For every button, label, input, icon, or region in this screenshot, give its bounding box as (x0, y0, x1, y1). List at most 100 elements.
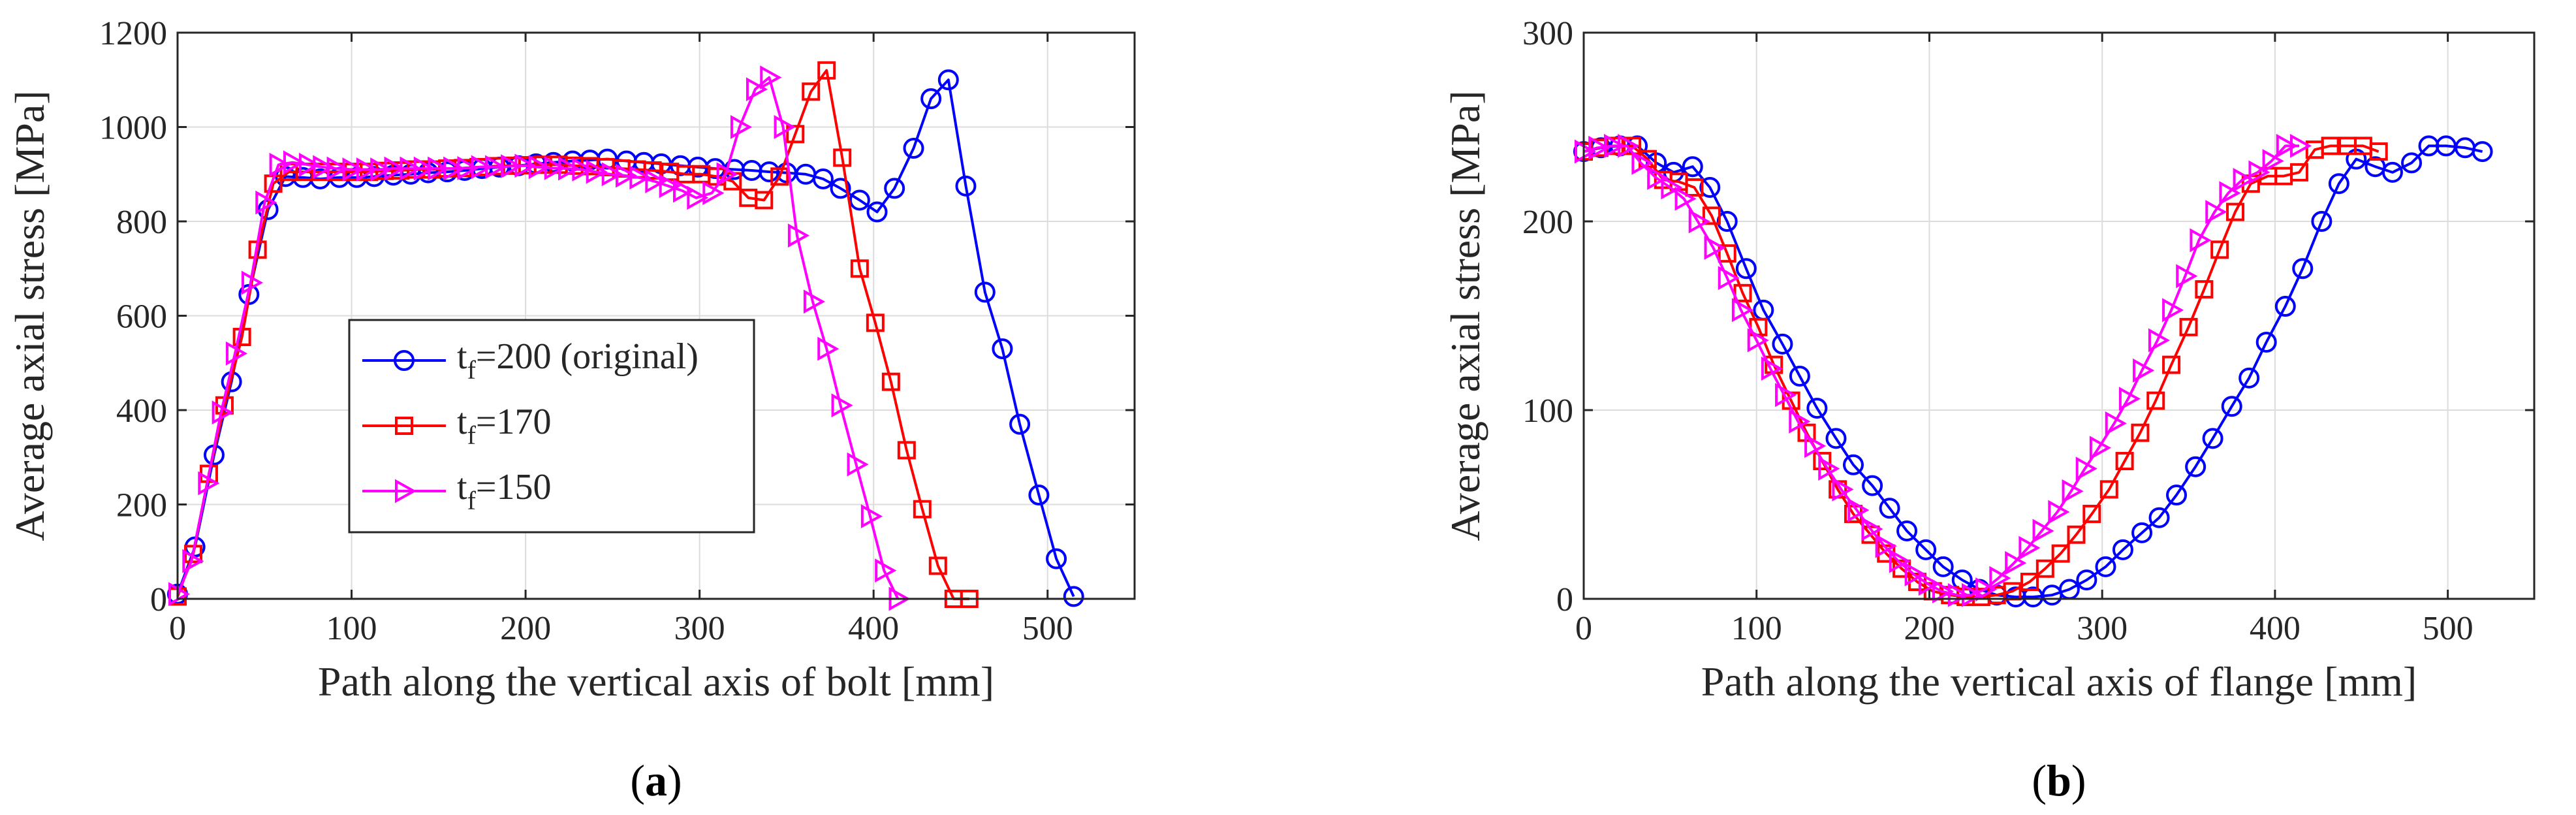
data-point (803, 289, 826, 314)
data-point (558, 156, 580, 181)
data-point (2472, 141, 2493, 163)
data-point (2076, 569, 2097, 591)
data-point (1702, 206, 1721, 225)
data-point (182, 549, 204, 573)
data-point (298, 152, 321, 177)
data-point (2095, 556, 2116, 577)
data-point (443, 156, 465, 181)
data-point (1704, 236, 1726, 260)
data-point (1789, 409, 1811, 434)
x-tick-label: 100 (1731, 610, 1782, 647)
data-point (2146, 391, 2165, 410)
data-point (1915, 539, 1937, 560)
legend: tf=200 (original) tf=170 tf=150 (348, 319, 755, 534)
data-point (774, 115, 796, 139)
data-point (1947, 583, 1970, 607)
data-point (847, 452, 869, 477)
data-point (1818, 456, 1840, 481)
x-tick-label: 200 (1904, 610, 1955, 647)
data-point (2032, 519, 2054, 543)
legend-marker (395, 479, 417, 503)
data-point (1604, 134, 1626, 158)
data-point (601, 162, 623, 187)
data-point (2131, 423, 2150, 442)
data-point (2162, 355, 2181, 374)
data-point (2248, 160, 2270, 185)
data-point (370, 157, 392, 182)
data-point (2035, 559, 2054, 578)
data-point (1789, 365, 1810, 387)
data-point (514, 153, 537, 178)
data-point (269, 152, 291, 177)
data-point (1063, 586, 1084, 607)
data-point (903, 138, 924, 159)
panel-caption: (a) (630, 756, 682, 805)
data-point (2148, 328, 2171, 353)
data-point (2131, 522, 2153, 543)
data-point (2292, 258, 2314, 280)
plot-frame (1582, 31, 2536, 600)
data-point (659, 174, 681, 199)
data-point (2148, 507, 2170, 528)
data-point (1682, 156, 1703, 178)
data-point (1674, 186, 1697, 211)
data-point (2233, 168, 2255, 192)
data-point (342, 157, 364, 182)
data-point (1631, 151, 1654, 175)
data-point (730, 115, 753, 139)
data-point (2185, 456, 2207, 477)
data-point (645, 169, 667, 193)
series-line (1583, 144, 2299, 597)
data-point (2276, 134, 2298, 158)
y-tick-label: 200 (1522, 204, 1573, 241)
data-point (802, 82, 821, 101)
data-point (817, 336, 840, 361)
legend-marker (394, 350, 415, 371)
data-point (2205, 200, 2227, 224)
data-point (1825, 428, 1847, 449)
data-point (1009, 413, 1031, 435)
x-tick-label: 300 (674, 610, 725, 647)
data-point (1932, 556, 1954, 577)
data-point (1889, 549, 1911, 573)
legend-marker (395, 417, 413, 435)
data-point (746, 77, 768, 102)
data-point (2321, 136, 2340, 155)
data-point (1731, 298, 1754, 323)
data-point (2190, 228, 2212, 253)
data-point (2202, 428, 2223, 449)
data-point (2099, 480, 2118, 499)
data-point (755, 191, 774, 210)
data-point (232, 328, 251, 347)
data-point (833, 148, 852, 167)
y-tick-label: 1000 (99, 110, 167, 147)
data-point (225, 341, 248, 366)
data-point (716, 162, 738, 187)
data-point (1847, 498, 1870, 522)
data-point (1842, 454, 1864, 475)
data-point (2195, 280, 2214, 299)
data-point (2401, 152, 2423, 174)
data-point (2005, 551, 2027, 575)
data-point (528, 155, 550, 180)
data-point (884, 178, 905, 199)
chart-panel-b: 0 100 200 300 400 500 0 100 200 300 Path along the… (1442, 15, 2536, 805)
y-tick-label: 0 (150, 581, 167, 618)
x-tick-label: 100 (326, 610, 377, 647)
series-3 (1575, 134, 2312, 607)
series-line (1583, 144, 2483, 599)
data-point (1685, 178, 1704, 197)
data-point (812, 168, 834, 189)
data-point (2221, 396, 2242, 417)
x-tick-label: 200 (500, 610, 551, 647)
data-point (2166, 485, 2188, 506)
data-point (860, 504, 883, 528)
data-point (928, 556, 947, 575)
data-point (1761, 357, 1783, 381)
data-point (616, 163, 638, 188)
data-point (501, 154, 523, 178)
data-point (326, 156, 349, 181)
data-point (544, 155, 566, 180)
data-point (2075, 456, 2097, 481)
data-point (1661, 175, 1683, 200)
